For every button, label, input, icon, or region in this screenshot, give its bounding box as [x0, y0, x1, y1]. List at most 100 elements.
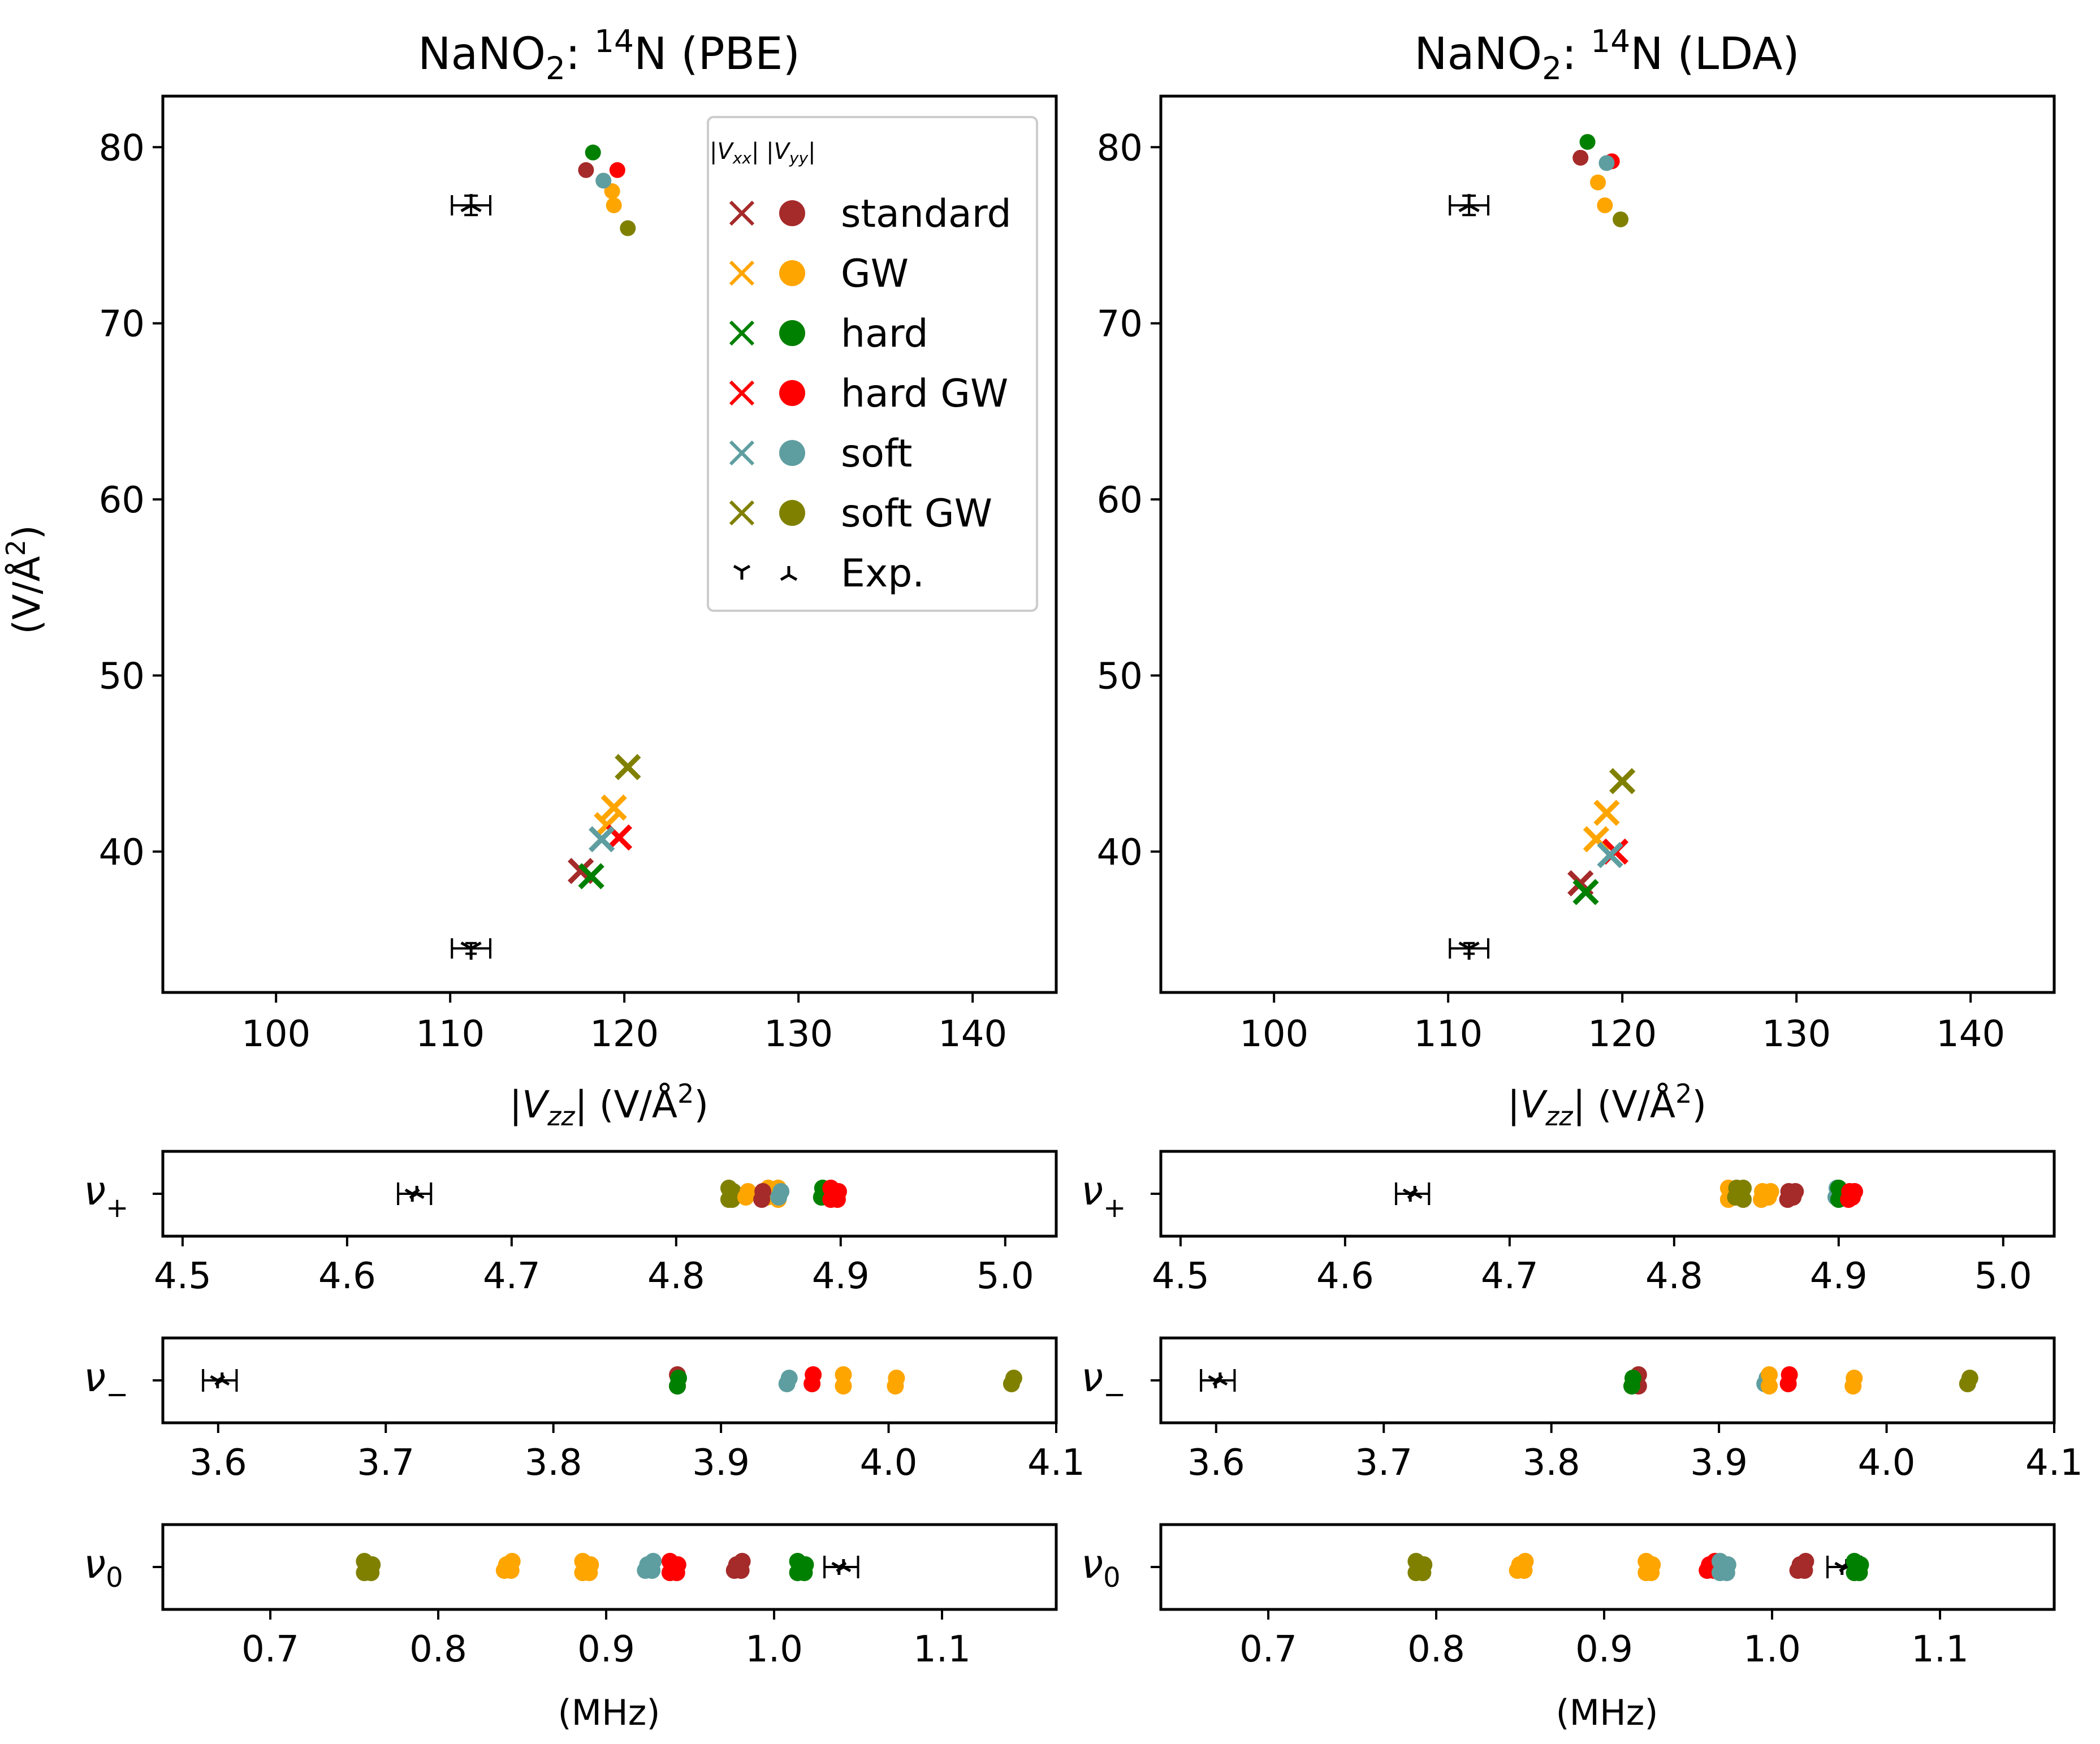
pbe-nu-plus-xtick-label-2: 4.7: [483, 1255, 541, 1297]
pbe-nu-plus-exp-marker-b-b: [409, 1192, 418, 1199]
lda-nu-plus-xtick-label-0: 4.5: [1152, 1255, 1209, 1297]
legend-exp-marker-up-c: [788, 573, 798, 581]
pbe-main-vxx-2-0: [578, 863, 604, 890]
lda-main-xlabel: |Vzz| (V/Å2): [1507, 1078, 1706, 1132]
lda-nu-zero-xtick-label-2: 0.9: [1575, 1629, 1633, 1670]
lda-nu-zero-xtick-label-1: 0.8: [1407, 1629, 1465, 1670]
pbe-nu-plus-plot: 4.5 4.6 4.7 4.8 4.9 5.0: [153, 1150, 1058, 1297]
lda-nu-zero-xtick-label-0: 0.7: [1239, 1629, 1297, 1670]
pbe-nu-zero-exp-marker-b-c: [842, 1565, 852, 1573]
legend-label-6: Exp.: [841, 551, 924, 596]
legend-label-2: hard: [841, 312, 928, 356]
pbe-main-exp-vxx-marker-b: [460, 941, 472, 950]
pbe-nu-plus-point-3-0-1: [770, 1189, 788, 1206]
pbe-nu-zero-xtick-label-2: 0.9: [577, 1629, 635, 1670]
legend-exp-marker-down: [733, 564, 751, 580]
pbe-nu-minus-point-1-0-1: [670, 1370, 688, 1387]
lda-nu-plus-plot: 4.5 4.6 4.7 4.8 4.9 5.0: [1151, 1150, 2056, 1297]
legend-cross-1: [729, 260, 755, 286]
lda-nu-zero-point-5-1-1: [1852, 1556, 1869, 1573]
pbe-nu-minus-xtick-label-5: 4.1: [1027, 1442, 1085, 1484]
lda-main-ytick-label-40: 40: [1097, 832, 1143, 874]
lda-main-vyy-1-1: [1597, 197, 1613, 214]
lda-nu-plus-xtick-label-1: 4.6: [1316, 1255, 1374, 1297]
pbe-nu-plus-frame: [161, 1150, 1058, 1238]
pbe-main-vyy-1-0: [604, 183, 620, 200]
lda-main-vyy-5-0: [1613, 211, 1629, 227]
lda-main-exp-vxx-marker-b: [1458, 941, 1470, 950]
lda-nu-zero-point-3-1-1: [1719, 1556, 1736, 1573]
pbe-nu-zero-point-1-1-1: [503, 1553, 521, 1570]
lda-nu-plus-xtick-label-2: 4.7: [1481, 1255, 1539, 1297]
pbe-main-xtick-label-120: 120: [590, 1013, 659, 1055]
pbe-main-xtick-label-110: 110: [416, 1013, 485, 1055]
lda-main-exp-vyy-marker-c: [1468, 204, 1480, 213]
lda-nu-zero-frame: [1159, 1523, 2056, 1611]
pbe-nu-minus-point-2-0-1: [778, 1375, 796, 1392]
lda-nu-plus-exp-marker-b-c: [1414, 1192, 1423, 1199]
lda-nu-minus-xtick-label-3: 3.9: [1690, 1442, 1748, 1484]
lda-nu-minus-exp-marker-b: [1212, 1372, 1228, 1386]
legend-cross-2-b: [729, 320, 755, 346]
legend-dot-4: [779, 440, 805, 466]
legend-frame: [707, 116, 1038, 612]
legend-dot-5: [779, 500, 805, 526]
lda-main-ytick-label-70: 70: [1097, 304, 1143, 346]
legend-exp-marker-up: [780, 566, 798, 581]
pbe-nu-minus-exp-marker-a-b: [210, 1375, 219, 1382]
lda-nu-minus-point-1-0-1: [1624, 1370, 1641, 1387]
lda-nu-minus-xtick-label-0: 3.6: [1187, 1442, 1245, 1484]
legend-cross-3-b: [729, 380, 755, 406]
lda-nu-minus-exp-marker-b-c: [1219, 1379, 1228, 1386]
lda-nu-zero-xtick-label-4: 1.1: [1911, 1629, 1969, 1670]
pbe-main-ytick-label-70: 70: [99, 304, 145, 346]
lda-main-exp-vxx-marker-c: [1468, 941, 1480, 950]
pbe-nu-minus-frame: [161, 1336, 1058, 1424]
pbe-main-xtick-label-130: 130: [764, 1013, 833, 1055]
pbe-nu-plus-xtick-label-1: 4.6: [318, 1255, 376, 1297]
pbe-nu-plus-xtick-label-3: 4.8: [647, 1255, 705, 1297]
legend-dot-0: [779, 200, 805, 226]
pbe-nu-zero-plot: 0.7 0.8 0.9 1.0 1.1: [153, 1523, 1058, 1670]
lda-main-vxx-4-0: [1597, 841, 1623, 869]
lda-main-xtick-label-140: 140: [1936, 1013, 2005, 1055]
legend-exp-marker-up-b: [780, 573, 790, 581]
pbe-main-vxx-5-0-b: [615, 754, 641, 780]
lda-nu-zero-xtick-label-3: 1.0: [1743, 1629, 1801, 1670]
legend-cross-4: [729, 440, 755, 466]
pbe-nu-minus-xtick-label-4: 4.0: [860, 1442, 918, 1484]
pbe-nu-plus-exp-marker-a-b: [404, 1188, 413, 1195]
pbe-main-vxx-4-0-b: [588, 826, 615, 853]
lda-nu-plus-xtick-label-4: 4.9: [1810, 1255, 1868, 1297]
legend-cross-5-b: [729, 500, 755, 526]
lda-main-vxx-5-0: [1609, 768, 1636, 795]
lda-nu-minus-xtick-label-4: 4.0: [1858, 1442, 1916, 1484]
lda-main-vyy-2-0: [1579, 133, 1596, 150]
lda-main-vxx-5-0-b: [1609, 768, 1636, 795]
lda-main-vxx-2-0-b: [1572, 879, 1599, 905]
pbe-main-ytick-label-50: 50: [99, 655, 145, 697]
legend-cross-1-b: [729, 260, 755, 286]
legend-cross-5: [729, 500, 755, 526]
pbe-nu-minus-point-3-0-1: [805, 1366, 822, 1383]
pbe-nu-minus-xtick-label-1: 3.7: [357, 1442, 414, 1484]
pbe-main-vyy-0-0: [578, 162, 594, 178]
pbe-main-exp-vyy-marker-c: [470, 204, 482, 213]
lda-nu-plus-point-1-1-1: [1735, 1191, 1752, 1208]
pbe-main-ytick-label-80: 80: [99, 127, 145, 169]
lda-nu-zero-point-0-1-1: [1415, 1556, 1433, 1573]
pbe-main-exp-vyy-marker: [460, 194, 482, 213]
legend-label-3: hard GW: [841, 372, 1008, 416]
lda-main-plot: 100 110 120 130 140 40 50 60 70 80: [1097, 127, 2006, 1055]
lda-nu-minus-point-5-0-1: [1959, 1375, 1976, 1392]
pbe-main-vxx-1-0: [600, 794, 627, 821]
lda-nu-minus-point-4-0-1: [1761, 1378, 1778, 1395]
lda-main-vyy-0-0: [1572, 149, 1589, 166]
pbe-nu-zero-xlabel: (MHz): [558, 1692, 660, 1733]
pbe-main-plot: 100 110 120 130 140 40 50 60 70 80: [99, 127, 1008, 1055]
lda-nu-plus-xtick-label-3: 4.8: [1645, 1255, 1703, 1297]
lda-main-vxx-2-0: [1572, 879, 1599, 905]
pbe-nu-minus-xtick-label-2: 3.8: [525, 1442, 582, 1484]
lda-nu-minus-plot: 3.6 3.7 3.8 3.9 4.0 4.1: [1151, 1336, 2083, 1484]
